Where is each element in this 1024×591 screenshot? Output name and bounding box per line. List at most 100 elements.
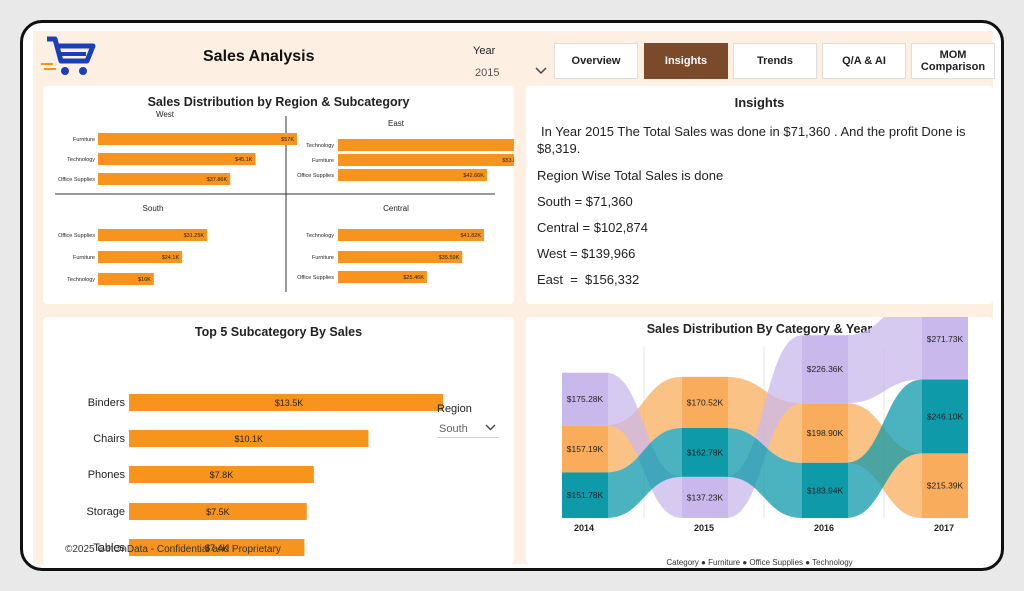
region-bar bbox=[98, 153, 256, 165]
region-bar bbox=[338, 229, 485, 241]
region-name-west: West bbox=[156, 110, 175, 119]
category-bar bbox=[802, 462, 848, 518]
category-bar bbox=[802, 335, 848, 404]
region-bar bbox=[98, 251, 183, 263]
top5-bar-value: $13.5K bbox=[275, 398, 304, 408]
region-bar-value: $42.66K bbox=[463, 173, 484, 179]
top5-bar bbox=[129, 394, 443, 411]
region-bar-value: $45.1K bbox=[235, 157, 253, 163]
footer-copyright: ©2025 GetOnData - Confidential and Propr… bbox=[65, 544, 281, 555]
subcategory-label: Office Supplies bbox=[58, 177, 95, 183]
region-bar-value: $35.59K bbox=[439, 255, 460, 261]
category-bar bbox=[682, 427, 728, 477]
page-title: Sales Analysis bbox=[203, 48, 315, 65]
tab-trends[interactable]: Trends bbox=[733, 43, 817, 79]
category-bar-value: $175.28K bbox=[567, 394, 604, 404]
category-year-chart: $157.19K $170.52K $198.90K $215.39K $175.28K… bbox=[562, 317, 968, 533]
insights-central: Central = $102,874 bbox=[537, 220, 648, 235]
region-bar-value: $37.86K bbox=[207, 177, 228, 183]
subcategory-label: Technology bbox=[67, 277, 95, 283]
category-year-card: Sales Distribution By Category & Year $1… bbox=[526, 317, 993, 567]
ribbon-technology bbox=[606, 427, 682, 518]
category-label: Tables bbox=[93, 542, 125, 554]
tab-overview[interactable]: Overview bbox=[554, 43, 638, 79]
top5-bar bbox=[129, 466, 314, 483]
insights-east: East = $156,332 bbox=[537, 272, 640, 287]
region-filter-dropdown[interactable]: South bbox=[437, 419, 499, 438]
region-bar-value: $41.82K bbox=[461, 233, 482, 239]
tab-label: Q/A & AI bbox=[842, 55, 886, 67]
category-label: Storage bbox=[86, 506, 125, 518]
top5-bar-value: $7.8K bbox=[210, 470, 234, 480]
tab-label: MOM Comparison bbox=[920, 49, 986, 73]
top5-card: Top 5 Subcategory By Sales Binders $13.5K… bbox=[43, 317, 514, 564]
region-name-central: Central bbox=[383, 204, 409, 213]
ribbon-office-supplies bbox=[846, 317, 922, 404]
region-filter-value: South bbox=[439, 423, 468, 435]
insights-title: Insights bbox=[734, 95, 785, 110]
top5-bar-value: $10.1K bbox=[234, 434, 263, 444]
region-bar bbox=[98, 173, 231, 185]
region-filter-label: Region bbox=[437, 403, 472, 415]
category-bar bbox=[562, 372, 608, 426]
region-bar-value: $31.25K bbox=[184, 233, 205, 239]
subcategory-label: Technology bbox=[306, 143, 334, 149]
region-bar bbox=[338, 169, 487, 181]
chevron-down-icon bbox=[535, 67, 547, 75]
tab-qa-ai[interactable]: Q/A & AI bbox=[822, 43, 906, 79]
region-subcategory-card: Sales Distribution by Region & Subcatego… bbox=[43, 86, 514, 304]
category-bar-value: $137.23K bbox=[687, 492, 724, 502]
subcategory-label: Technology bbox=[67, 157, 95, 163]
category-bar bbox=[922, 453, 968, 518]
category-bar-value: $170.52K bbox=[687, 397, 724, 407]
top5-chart: Binders $13.5K Chairs $10.1K Phones $7.8K Stor… bbox=[86, 394, 443, 556]
category-bar-value: $151.78K bbox=[567, 490, 604, 500]
region-bar-value: $16K bbox=[138, 277, 151, 283]
insights-card: Insights In Year 2015 The Total Sales wa… bbox=[526, 86, 993, 304]
year-label: Year bbox=[473, 45, 496, 57]
subcategory-label: Furniture bbox=[73, 255, 95, 261]
category-bar-value: $183.94K bbox=[807, 485, 844, 495]
insights-west: West = $139,966 bbox=[537, 246, 636, 261]
chart-legend: Category ● Furniture ● Office Supplies ●… bbox=[666, 558, 853, 567]
ribbon-office-supplies bbox=[606, 372, 682, 518]
region-card-title: Sales Distribution by Region & Subcatego… bbox=[147, 95, 410, 109]
tab-label: Overview bbox=[571, 55, 621, 67]
logo-cart-icon bbox=[41, 35, 99, 79]
category-bar-value: $215.39K bbox=[927, 481, 964, 491]
region-bar bbox=[338, 271, 427, 283]
insights-region-heading: Region Wise Total Sales is done bbox=[537, 168, 724, 183]
top5-bar bbox=[129, 503, 307, 520]
category-label: Chairs bbox=[93, 433, 125, 445]
year-axis-label: 2016 bbox=[814, 523, 834, 533]
subcategory-label: Furniture bbox=[312, 255, 334, 261]
region-bar bbox=[338, 154, 514, 166]
ribbon-furniture bbox=[606, 376, 682, 473]
region-bar-value: $24.1K bbox=[162, 255, 180, 261]
category-bar bbox=[922, 317, 968, 380]
region-bar-value: $25.46K bbox=[403, 275, 424, 281]
year-axis-label: 2015 bbox=[694, 523, 714, 533]
category-bar-value: $246.10K bbox=[927, 411, 964, 421]
region-bar bbox=[98, 133, 297, 145]
top5-bar bbox=[129, 430, 369, 447]
region-bar bbox=[338, 251, 463, 263]
screen-frame: Sales Analysis Year 2015 Overview Insigh… bbox=[20, 20, 1004, 571]
tab-mom-comparison[interactable]: MOM Comparison bbox=[911, 43, 995, 79]
top5-bar-value: $7.4K bbox=[205, 543, 229, 553]
year-dropdown[interactable]: 2015 bbox=[473, 63, 555, 81]
tab-insights[interactable]: Insights bbox=[644, 43, 728, 79]
region-name-east: East bbox=[388, 119, 405, 128]
category-label: Phones bbox=[88, 469, 126, 481]
year-axis-label: 2017 bbox=[934, 523, 954, 533]
subcategory-label: Furniture bbox=[73, 137, 95, 143]
top5-bar bbox=[129, 539, 305, 556]
year-axis-label: 2014 bbox=[574, 523, 594, 533]
category-bar-value: $226.36K bbox=[807, 364, 844, 374]
region-name-south: South bbox=[143, 204, 164, 213]
category-bar bbox=[682, 376, 728, 428]
region-bar bbox=[338, 139, 514, 151]
category-bar bbox=[682, 476, 728, 518]
dashboard: Sales Analysis Year 2015 Overview Insigh… bbox=[33, 31, 995, 567]
ribbon-technology bbox=[846, 379, 922, 518]
